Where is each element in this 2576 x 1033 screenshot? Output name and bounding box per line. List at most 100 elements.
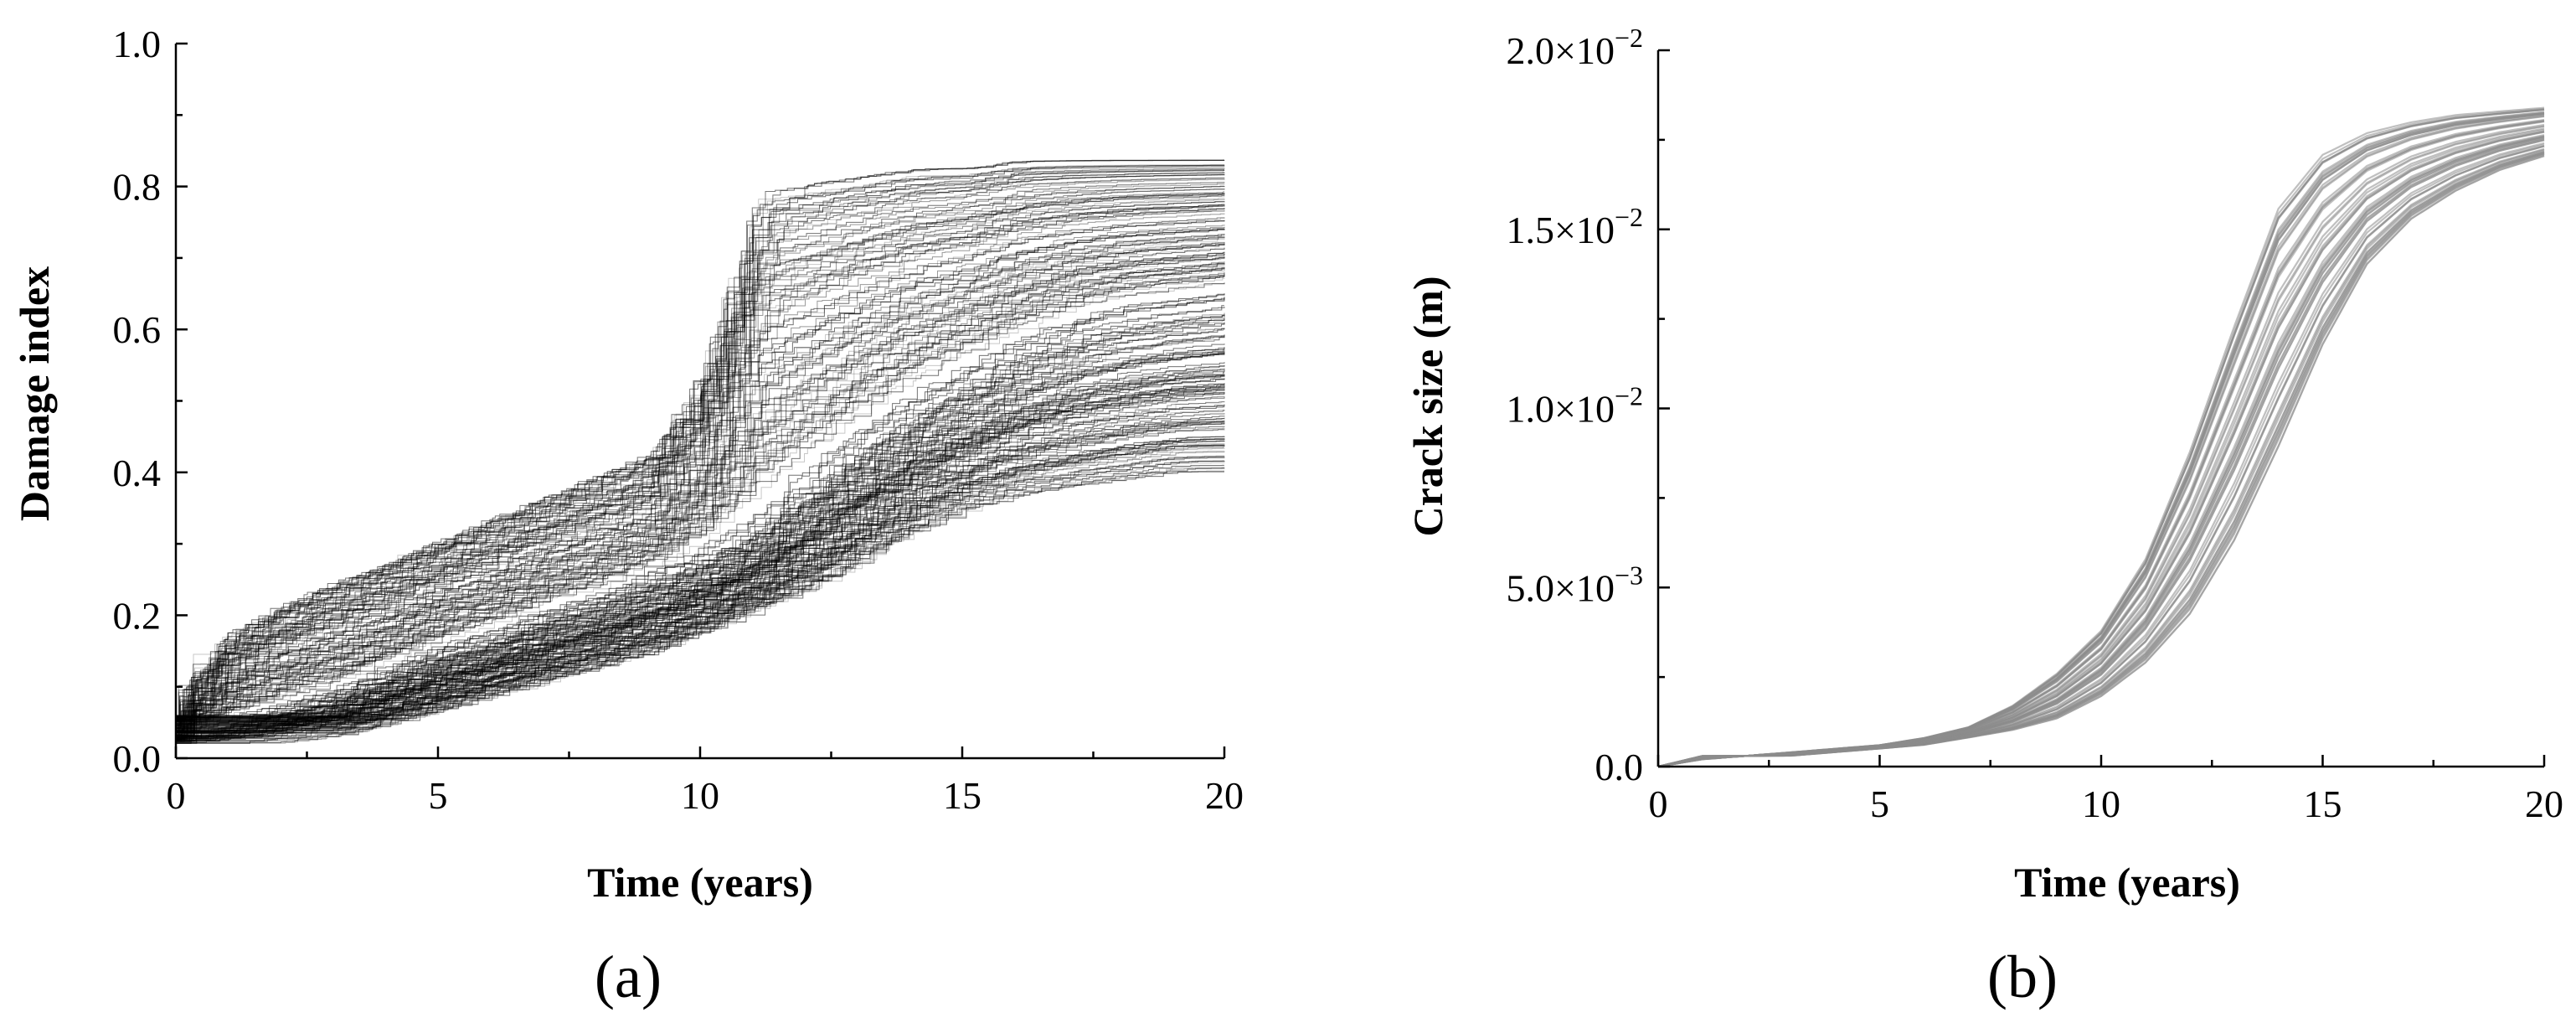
- panel-a-series-line: [176, 423, 1225, 717]
- panel-a-series-line: [176, 461, 1225, 720]
- panel-a-series-line: [176, 178, 1225, 717]
- panel-a-series-line: [176, 384, 1225, 743]
- panel-a-series-line: [176, 362, 1225, 744]
- panel-a-series-line: [176, 318, 1225, 743]
- panel-a-series-line: [176, 244, 1225, 736]
- panel-a-series-line: [176, 220, 1225, 728]
- panel-a-series-line: [176, 467, 1225, 728]
- panel-a-series-line: [176, 205, 1225, 721]
- panel-a-series-line: [176, 401, 1225, 718]
- panel-a-series-line: [176, 389, 1225, 722]
- panel-a-series-line: [176, 445, 1225, 722]
- panel-a-series-line: [176, 194, 1225, 736]
- panel-a-series-line: [176, 464, 1224, 733]
- panel-b-xlabel: Time (years): [2014, 859, 2240, 906]
- panel-a-series-line: [176, 440, 1225, 742]
- panel-a-series-line: [176, 396, 1225, 718]
- panel-a-series-line: [176, 229, 1225, 732]
- panel-a-series-line: [176, 208, 1225, 738]
- panel-a-series-line: [176, 269, 1225, 731]
- panel-a-series-line: [176, 416, 1225, 738]
- panel-a-series-line: [176, 405, 1225, 739]
- panel-a-series-line: [176, 416, 1225, 738]
- panel-a-series-line: [176, 384, 1225, 743]
- panel-a-series-line: [176, 169, 1224, 739]
- panel-a-series-line: [176, 226, 1225, 719]
- panel-a-y-tick-label: 0.8: [113, 166, 162, 209]
- panel-a-series-line: [176, 387, 1225, 741]
- panel-a-series-line: [176, 229, 1225, 732]
- panel-a-series-line: [176, 464, 1224, 733]
- panel-a-series-line: [176, 307, 1225, 740]
- panel-a-series-line: [176, 422, 1225, 723]
- panel-a-series-line: [176, 307, 1225, 740]
- panel-a-series-line: [176, 225, 1225, 720]
- panel-a-series-line: [176, 413, 1225, 736]
- panel-b-series-group: [1657, 106, 2545, 768]
- panel-a-series-line: [176, 323, 1225, 730]
- panel-a-series-line: [176, 266, 1225, 731]
- panel-a-series-line: [176, 174, 1225, 721]
- panel-a-series-line: [176, 267, 1225, 742]
- panel-a-series-line: [176, 452, 1225, 739]
- panel-a-series-line: [176, 307, 1225, 740]
- panel-a-series-line: [176, 395, 1225, 741]
- panel-a-series-line: [176, 444, 1225, 729]
- panel-a-series-line: [176, 385, 1224, 728]
- panel-a-series-line: [176, 385, 1225, 718]
- panel-a-series-line: [176, 375, 1225, 738]
- panel-a-series-line: [176, 201, 1225, 731]
- panel-a-series-line: [176, 323, 1225, 730]
- panel-a-series-line: [176, 369, 1225, 734]
- panel-a-series-line: [176, 351, 1225, 721]
- panel-a-series-line: [176, 406, 1225, 736]
- panel-a-series-line: [176, 423, 1225, 717]
- panel-a-series-line: [176, 236, 1225, 732]
- panel-a-series-line: [176, 396, 1225, 718]
- panel-a-series-line: [176, 452, 1225, 739]
- panel-a-series-line: [176, 385, 1225, 718]
- panel-a-series-line: [176, 334, 1225, 733]
- panel-a-series-line: [176, 160, 1225, 721]
- panel-a-series-line: [176, 178, 1225, 717]
- panel-a-series-line: [176, 421, 1225, 718]
- panel-a-series-line: [176, 256, 1225, 720]
- panel-a-series-line: [176, 371, 1224, 740]
- panel-a-series-line: [176, 390, 1225, 733]
- panel-a-series-line: [176, 335, 1225, 738]
- panel-b-y-tick-label: 0.0: [1595, 746, 1644, 788]
- panel-a-series-line: [176, 393, 1225, 719]
- panel-a-series-line: [176, 471, 1224, 719]
- panel-a-series-line: [176, 385, 1225, 733]
- panel-a-series-line: [176, 441, 1225, 741]
- panel-a-series-line: [176, 261, 1225, 741]
- panel-a-series-line: [176, 297, 1225, 719]
- panel-b-series-line: [1657, 151, 2545, 768]
- panel-a-series-line: [176, 298, 1225, 733]
- panel-a-series-line: [176, 166, 1225, 738]
- panel-a-series-line: [176, 318, 1225, 723]
- panel-a-series-line: [176, 337, 1225, 729]
- panel-a-series-line: [176, 343, 1225, 732]
- panel-a-series-line: [176, 418, 1225, 733]
- panel-a-series-line: [176, 220, 1225, 735]
- panel-a-series-line: [176, 217, 1225, 736]
- panel-a-series-line: [176, 351, 1225, 721]
- panel-a-series-line: [176, 210, 1225, 722]
- panel-a-series-line: [176, 418, 1225, 733]
- panel-a-series-line: [176, 392, 1225, 737]
- panel-b-series-line: [1657, 108, 2545, 768]
- panel-a-series-line: [176, 389, 1225, 722]
- panel-a-series-line: [176, 159, 1224, 721]
- panel-a-series-line: [176, 186, 1225, 724]
- panel-a-series-line: [176, 471, 1224, 719]
- panel-a-series-line: [176, 467, 1224, 740]
- panel-a-series-line: [176, 159, 1224, 717]
- panel-a-series-line: [176, 293, 1225, 733]
- panel-a-series-line: [176, 364, 1225, 726]
- panel-a-series-line: [176, 328, 1225, 734]
- panel-a-series-line: [176, 204, 1225, 736]
- panel-a-series-line: [176, 194, 1225, 739]
- panel-a-series-line: [176, 314, 1225, 731]
- panel-a-series-line: [176, 352, 1225, 741]
